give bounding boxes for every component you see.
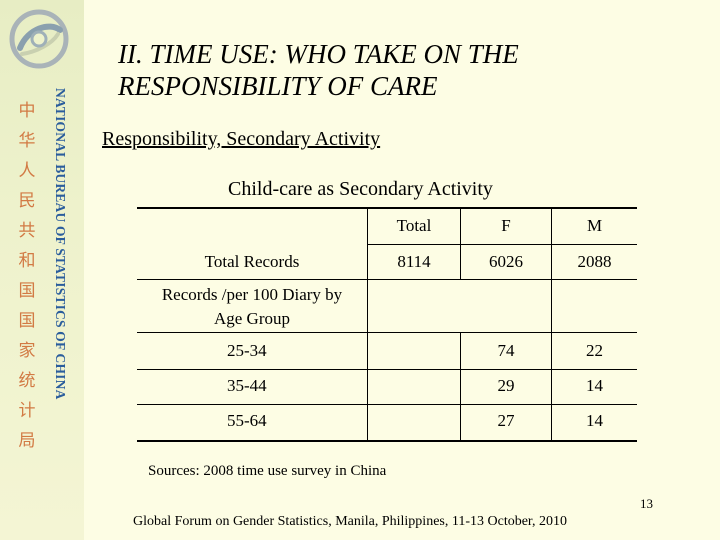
- nbs-logo-icon: [9, 9, 69, 69]
- chinese-org-name: 中 华 人 民 共 和 国 国 家 统 计 局: [14, 96, 40, 456]
- cn-char: 国: [18, 311, 36, 331]
- cn-char: 统: [18, 371, 36, 391]
- footer-text: Global Forum on Gender Statistics, Manil…: [133, 514, 568, 529]
- table-row-rule: [137, 369, 637, 370]
- table-records-rule: [137, 279, 637, 280]
- row-age-label: 25-34: [227, 341, 267, 360]
- table-bottom-rule: [137, 440, 637, 442]
- table-group-rule: [137, 332, 637, 333]
- cell-age-f: 74: [497, 341, 515, 360]
- cn-char: 民: [18, 191, 36, 211]
- cn-char: 和: [18, 251, 36, 271]
- table-col-divider: [460, 209, 461, 280]
- table-header-rule: [368, 244, 637, 245]
- cn-char: 华: [18, 131, 36, 151]
- header-total: Total: [396, 216, 432, 235]
- table-title: Child-care as Secondary Activity: [228, 178, 493, 200]
- header-f: F: [501, 216, 511, 235]
- row-label-per100-line1: Records /per 100 Diary by: [161, 285, 343, 304]
- table-row-rule: [137, 404, 637, 405]
- cell-age-f: 27: [497, 411, 515, 430]
- english-org-name: NATIONAL BUREAU OF STATISTICS OF CHINA: [53, 88, 68, 400]
- cn-char: 计: [18, 401, 36, 421]
- cell-age-m: 14: [586, 376, 603, 395]
- row-age-label: 55-64: [227, 411, 267, 430]
- cell-age-m: 14: [586, 411, 603, 430]
- cell-total-records-m: 2088: [577, 252, 612, 271]
- slide-subtitle: Responsibility, Secondary Activity: [102, 128, 381, 150]
- slide-title: II. TIME USE: WHO TAKE ON THE RESPONSIBI…: [118, 39, 519, 101]
- row-age-label: 35-44: [227, 376, 267, 395]
- table-col-divider: [551, 209, 552, 440]
- header-m: M: [586, 216, 603, 235]
- cn-char: 国: [18, 281, 36, 301]
- cell-total-records-f: 6026: [489, 252, 523, 271]
- cn-char: 家: [18, 341, 36, 361]
- cell-total-records-total: 8114: [397, 252, 431, 271]
- row-label-per100-line2: Age Group: [213, 309, 290, 328]
- cn-char: 局: [18, 431, 36, 451]
- sidebar: 中 华 人 民 共 和 国 国 家 统 计 局 NATIONAL BUREAU …: [0, 0, 84, 540]
- row-label-total-records: Total Records: [204, 252, 300, 271]
- table-col-divider: [460, 333, 461, 440]
- table-top-rule: [137, 207, 637, 209]
- cell-age-f: 29: [497, 376, 515, 395]
- page-number: 13: [640, 496, 653, 511]
- table-col-divider: [367, 209, 368, 440]
- cn-char: 人: [18, 161, 36, 181]
- sources-note: Sources: 2008 time use survey in China: [148, 463, 387, 479]
- cell-age-m: 22: [586, 341, 603, 360]
- cn-char: 共: [18, 221, 36, 241]
- cn-char: 中: [18, 101, 36, 121]
